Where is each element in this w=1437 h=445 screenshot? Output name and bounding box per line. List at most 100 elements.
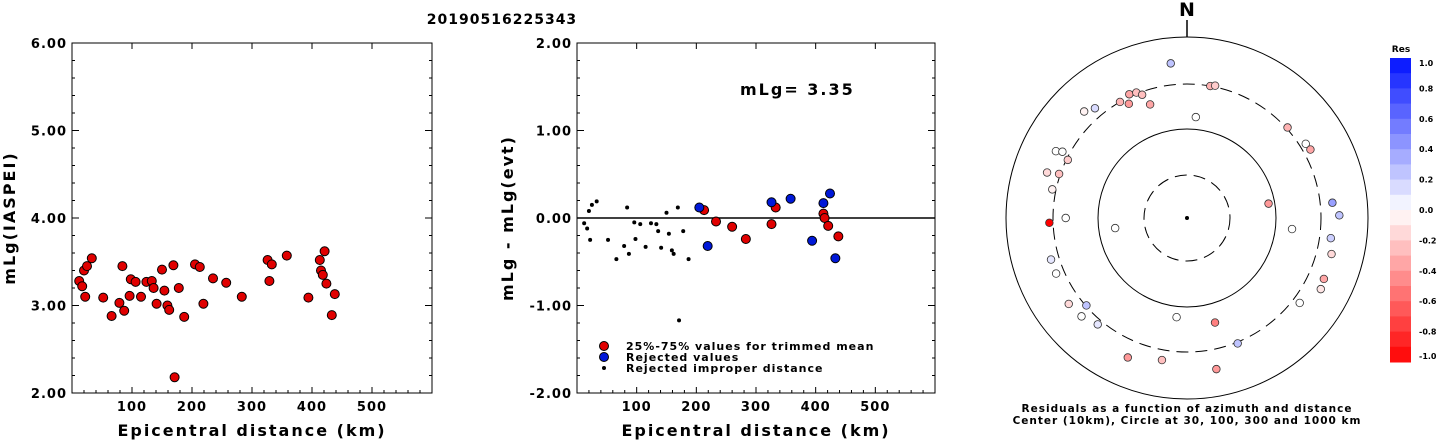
left-data-point [117, 261, 128, 272]
polar-data-point [1233, 339, 1242, 348]
left-data-point [194, 262, 205, 272]
left-y-tick-label: 6.00 [31, 37, 67, 52]
polar-caption-line2: Center (10km), Circle at 30, 100, 300 an… [1013, 415, 1362, 427]
middle-point-improper [659, 245, 664, 250]
polar-data-point [1283, 123, 1292, 132]
middle-point-trimmed [711, 216, 722, 227]
polar-data-point [1328, 198, 1337, 207]
middle-point-trimmed [823, 220, 834, 231]
middle-y-tick-label: -2.00 [530, 387, 572, 402]
colorbar-tick-label: -1.0 [1419, 352, 1437, 361]
middle-x-tick-label: 200 [681, 400, 711, 415]
legend-marker-rejected [599, 352, 609, 362]
left-data-point [82, 261, 92, 272]
middle-point-improper [588, 237, 593, 242]
left-data-point [168, 260, 179, 271]
middle-point-trimmed [766, 219, 777, 230]
left-y-tick-label: 4.00 [31, 212, 67, 227]
middle-point-improper [585, 226, 590, 231]
polar-data-point [1166, 59, 1175, 68]
middle-point-improper [643, 244, 648, 249]
middle-point-trimmed [727, 221, 738, 232]
colorbar-tick-label: 0.6 [1419, 115, 1434, 124]
middle-legend: 25%-75% values for trimmed mean Rejected… [599, 340, 873, 375]
left-y-tick-label: 5.00 [31, 125, 67, 140]
polar-data-point [1125, 90, 1134, 99]
left-data-point [119, 305, 130, 316]
middle-point-rejected [785, 193, 796, 204]
middle-point-improper [622, 244, 627, 248]
left-x-axis-label: Epicentral distance (km) [117, 421, 386, 440]
polar-data-point [1079, 107, 1089, 116]
middle-point-rejected [766, 197, 777, 208]
left-data-point [326, 310, 337, 321]
colorbar-tick-label: 0.8 [1419, 84, 1434, 93]
middle-x-tick-label: 400 [801, 400, 831, 415]
middle-point-improper [677, 318, 682, 323]
left-data-point [317, 269, 328, 280]
colorbar-cell [1390, 194, 1411, 211]
middle-y-tick-label: 1.00 [536, 125, 572, 140]
polar-data-point [1264, 199, 1273, 208]
middle-point-improper [582, 221, 587, 226]
colorbar-tick-label: -0.8 [1419, 328, 1437, 337]
ring-1000km [1005, 36, 1369, 400]
colorbar-cell [1390, 164, 1411, 181]
left-data-point [130, 276, 141, 287]
left-data-point [124, 290, 135, 301]
colorbar-tick-label: -0.2 [1419, 236, 1437, 245]
middle-point-improper [606, 237, 611, 242]
left-data-point [151, 298, 162, 309]
middle-point-rejected [830, 253, 841, 264]
middle-point-improper [638, 222, 643, 227]
polar-chart: N Residuals as a function of azimuth and… [1005, 0, 1369, 427]
left-data-point [303, 292, 314, 303]
colorbar-cell [1390, 240, 1411, 257]
colorbar-title: Res [1392, 45, 1410, 55]
left-data-point [208, 273, 218, 284]
polar-data-point [1093, 320, 1102, 329]
polar-data-point [1157, 355, 1167, 365]
colorbar-cells [1390, 58, 1411, 363]
polar-points [1042, 59, 1344, 374]
colorbar-cell [1390, 225, 1411, 241]
middle-point-improper [666, 231, 671, 236]
left-data-point [114, 297, 125, 308]
colorbar-cell [1390, 73, 1411, 89]
polar-data-point [1326, 234, 1336, 243]
middle-y-axis-label: mLg - mLg(evt) [498, 135, 517, 301]
left-data-point [198, 298, 209, 309]
left-data-point [179, 311, 190, 322]
polar-data-point [1082, 301, 1091, 310]
middle-point-improper [664, 210, 669, 215]
left-data-point [136, 291, 146, 302]
polar-data-point [1090, 104, 1100, 113]
left-chart: 100 200 300 400 500 2.00 3.00 4.00 5.00 6.00 mLg(… [0, 37, 433, 440]
middle-point-improper [686, 257, 691, 262]
colorbar: Res 1.0 0.8 0.6 0.4 0.2 0.0 -0.2 -0.4 -0.6 -0.8 -1… [1390, 45, 1437, 363]
colorbar-tick-label: 0.0 [1419, 206, 1434, 215]
polar-data-point [1051, 269, 1061, 278]
middle-point-improper [589, 202, 594, 207]
colorbar-tick-label: -0.6 [1419, 297, 1437, 306]
middle-point-rejected [818, 198, 829, 209]
middle-point-rejected [694, 202, 705, 213]
left-data-point [80, 291, 91, 302]
polar-data-point [1210, 318, 1220, 327]
left-data-point [266, 259, 277, 270]
polar-data-point [1287, 224, 1297, 234]
polar-data-point [1145, 100, 1155, 109]
ring-30km [1143, 174, 1231, 262]
polar-data-point [1063, 155, 1073, 165]
polar-data-point [1046, 255, 1056, 264]
colorbar-cell [1390, 331, 1411, 348]
middle-point-rejected [702, 241, 713, 251]
left-plot-frame [71, 42, 433, 394]
middle-point-improper [656, 229, 661, 234]
polar-data-point [1172, 313, 1181, 322]
colorbar-cell [1390, 134, 1411, 150]
middle-point-improper [625, 205, 630, 210]
polar-data-point [1306, 145, 1315, 154]
ring-100km [1097, 128, 1277, 308]
colorbar-cell [1390, 346, 1411, 363]
